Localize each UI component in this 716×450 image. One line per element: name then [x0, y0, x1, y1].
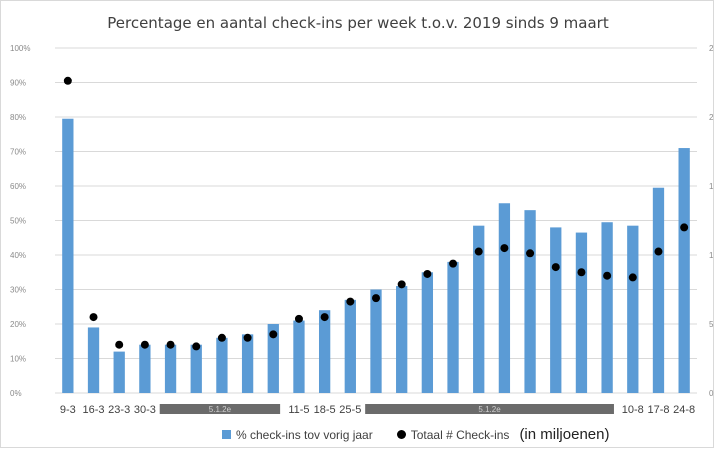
x-tick-label: 25-5 [339, 404, 361, 416]
data-point [243, 333, 252, 342]
y-tick-label: 40% [10, 251, 26, 260]
y2-tick-label: 1 [709, 251, 714, 260]
redaction-label: 5.1.2e [209, 405, 232, 414]
x-tick-label: 30-3 [134, 404, 156, 416]
data-point [294, 314, 303, 323]
data-point [166, 340, 175, 349]
data-point [449, 259, 458, 268]
bar [241, 334, 254, 393]
y-tick-label: 50% [10, 217, 26, 226]
y-tick-label: 100% [10, 44, 30, 53]
bar [190, 344, 202, 393]
bar [62, 118, 74, 393]
bar [344, 299, 356, 393]
bar [498, 203, 511, 393]
bar [550, 227, 562, 393]
bar [575, 232, 588, 393]
data-point [603, 271, 612, 280]
x-tick-label: 10-8 [622, 404, 644, 416]
y-tick-label: 80% [10, 113, 26, 122]
y2-tick-label: 2 [709, 44, 714, 53]
bar [87, 327, 100, 393]
bar [678, 148, 690, 393]
data-point [372, 294, 380, 303]
bar [113, 351, 125, 393]
x-tick-label: 24-8 [673, 404, 695, 416]
data-point [115, 340, 124, 349]
data-point [551, 263, 560, 272]
legend-dot-label: Totaal # Check-ins [410, 427, 510, 442]
redaction-label: 5.1.2e [478, 405, 501, 414]
data-point [397, 280, 406, 289]
bar [421, 272, 434, 393]
legend-bar-label: % check-ins tov vorig jaar [236, 427, 373, 442]
legend-note: (in miljoenen) [519, 426, 610, 443]
legend: % check-ins tov vorig jaar Totaal # Chec… [222, 426, 609, 443]
y2-tick-label: 2 [709, 113, 714, 122]
x-tick-label: 11-5 [288, 404, 309, 416]
x-tick-label: 23-3 [108, 404, 130, 416]
data-point [217, 333, 226, 342]
redaction-bar [159, 404, 281, 414]
data-point [526, 249, 535, 258]
data-point [63, 76, 72, 85]
bar [524, 210, 536, 393]
x-tick-label: 16-3 [83, 404, 105, 416]
data-point [577, 268, 586, 277]
bar [370, 289, 382, 393]
data-point [474, 247, 483, 256]
data-point [192, 342, 201, 351]
bar [473, 225, 485, 393]
data-point [140, 340, 149, 349]
y-tick-label: 20% [10, 320, 26, 329]
data-point [628, 273, 637, 282]
bar [216, 337, 228, 393]
data-point [320, 313, 329, 322]
legend-dot-marker [396, 430, 406, 439]
data-point [89, 313, 98, 322]
chart-title: Percentage en aantal check-ins per week … [107, 14, 609, 32]
redaction-bar [365, 404, 614, 414]
bar [627, 225, 639, 393]
y-tick-label: 90% [10, 79, 26, 88]
y-tick-label: 60% [10, 182, 26, 191]
y-tick-label: 0% [10, 389, 22, 398]
bar [652, 187, 665, 393]
data-point [680, 223, 689, 232]
x-tick-label: 9-3 [60, 404, 76, 416]
bar [601, 222, 613, 393]
bar [164, 344, 177, 393]
bar [396, 286, 408, 393]
y-tick-label: 10% [10, 355, 26, 364]
bar [139, 344, 151, 393]
bar [267, 324, 279, 393]
y-tick-label: 30% [10, 286, 26, 295]
data-point [269, 330, 278, 339]
bar [318, 310, 331, 393]
data-point [423, 269, 432, 278]
data-point [500, 244, 509, 253]
y2-tick-label: 1 [709, 182, 714, 191]
y-tick-label: 70% [10, 148, 26, 157]
data-point [346, 297, 355, 306]
y2-tick-label: 0 [709, 389, 714, 398]
legend-bar-swatch [222, 430, 231, 439]
bar [293, 320, 305, 393]
y2-tick-label: 5 [709, 320, 714, 329]
bar [447, 261, 459, 393]
x-tick-label: 17-8 [647, 404, 669, 416]
data-point [654, 247, 663, 256]
x-tick-label: 18-5 [314, 404, 336, 416]
